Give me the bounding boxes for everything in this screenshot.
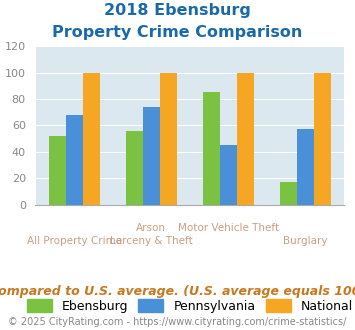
Bar — [66, 115, 83, 205]
Text: Burglary: Burglary — [284, 236, 328, 246]
Text: Property Crime Comparison: Property Crime Comparison — [52, 25, 303, 40]
Text: Compared to U.S. average. (U.S. average equals 100): Compared to U.S. average. (U.S. average … — [0, 285, 355, 298]
Bar — [143, 107, 160, 205]
Text: All Property Crime: All Property Crime — [27, 236, 122, 246]
Bar — [220, 145, 237, 205]
Bar — [314, 73, 331, 205]
Bar — [237, 73, 254, 205]
Text: © 2025 CityRating.com - https://www.cityrating.com/crime-statistics/: © 2025 CityRating.com - https://www.city… — [8, 317, 347, 327]
Bar — [126, 131, 143, 205]
Bar — [160, 73, 177, 205]
Bar — [83, 73, 100, 205]
Text: Motor Vehicle Theft: Motor Vehicle Theft — [178, 223, 279, 233]
Bar — [297, 129, 314, 205]
Bar — [280, 182, 297, 205]
Text: Arson: Arson — [136, 223, 166, 233]
Bar — [49, 136, 66, 205]
Bar — [203, 92, 220, 205]
Text: 2018 Ebensburg: 2018 Ebensburg — [104, 3, 251, 18]
Text: Larceny & Theft: Larceny & Theft — [110, 236, 193, 246]
Legend: Ebensburg, Pennsylvania, National: Ebensburg, Pennsylvania, National — [21, 293, 355, 319]
